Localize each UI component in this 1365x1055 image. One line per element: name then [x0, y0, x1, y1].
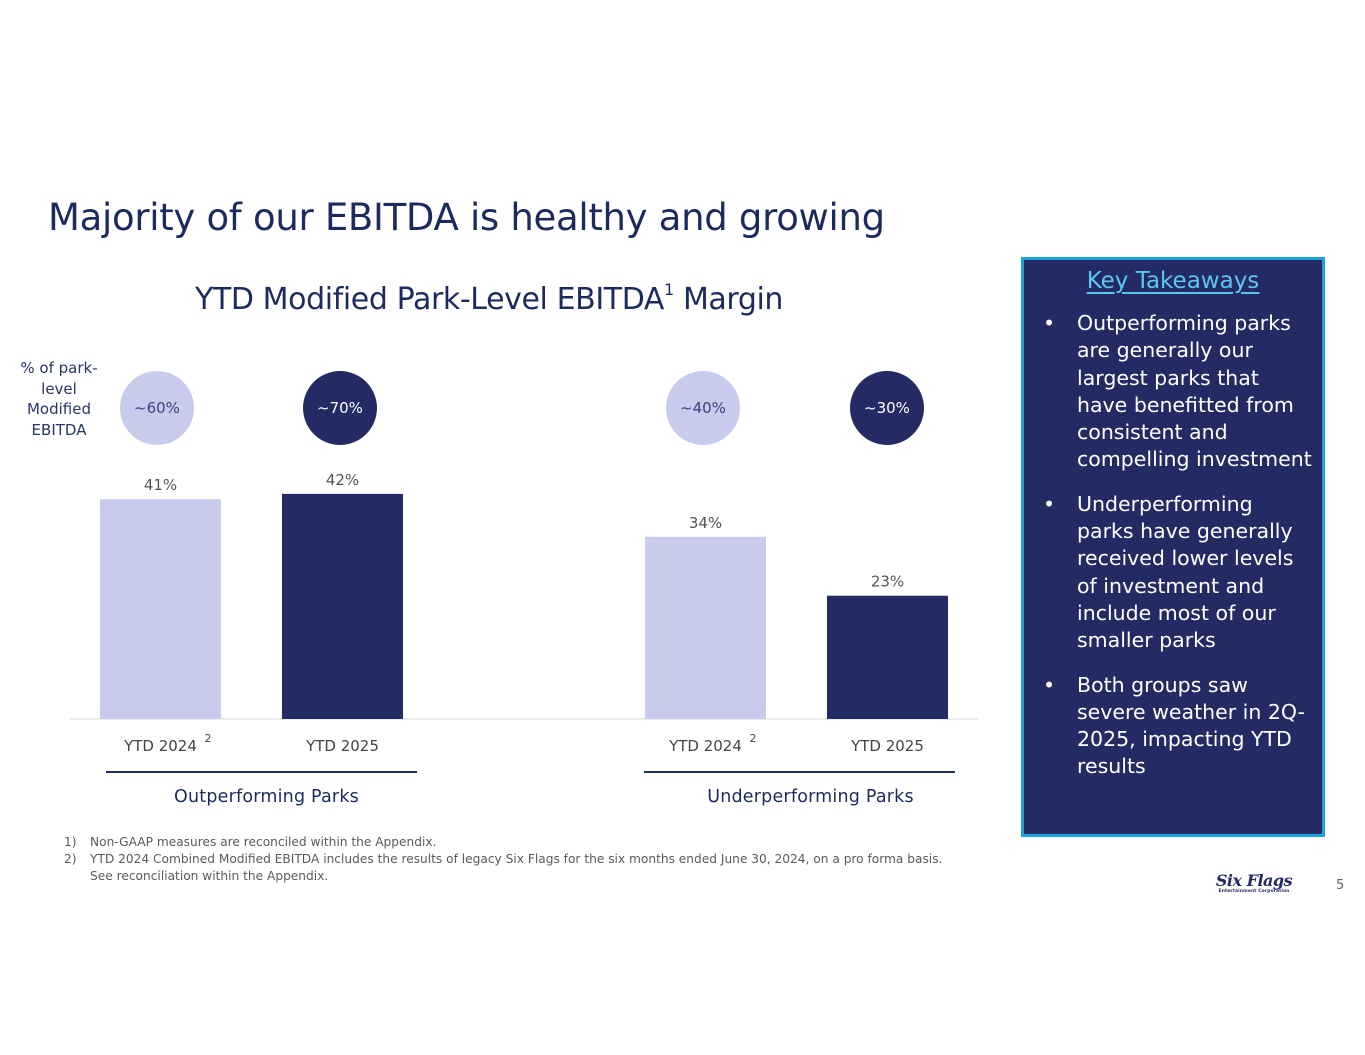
bar-underperforming-2025	[827, 595, 948, 719]
group-rule-outperforming	[106, 771, 417, 773]
share-circle-outperforming-2024: ~60%	[120, 371, 194, 445]
list-item: • Both groups saw severe weather in 2Q-20…	[1024, 672, 1322, 781]
logo-subtext: Entertainment Corporation	[1218, 889, 1290, 894]
group-label-underperforming: Underperforming Parks	[707, 787, 914, 807]
x-tick-footnote-ref-outperforming-2024: 2	[205, 732, 212, 745]
share-circle-underperforming-2024: ~40%	[666, 371, 740, 445]
footnote-text: YTD 2024 Combined Modified EBITDA includ…	[90, 852, 943, 883]
list-item: • Underperforming parks have generally re…	[1024, 491, 1322, 655]
x-tick-label-underperforming-2024: YTD 2024	[668, 737, 742, 755]
footnote: 2) YTD 2024 Combined Modified EBITDA inc…	[64, 851, 965, 885]
group-rule-underperforming	[644, 771, 955, 773]
six-flags-logo: Six Flags Entertainment Corporation	[1206, 872, 1302, 894]
key-takeaways-list: • Outperforming parks are generally our l…	[1024, 310, 1322, 781]
takeaway-text: Outperforming parks are generally our la…	[1077, 311, 1312, 472]
share-circle-underperforming-2025: ~30%	[850, 371, 924, 445]
footnotes: 1) Non-GAAP measures are reconciled with…	[64, 834, 965, 885]
list-item: • Outperforming parks are generally our l…	[1024, 310, 1322, 474]
footnote-number: 1)	[64, 835, 77, 849]
group-label-outperforming: Outperforming Parks	[174, 787, 359, 807]
value-label-underperforming-2024: 34%	[689, 514, 722, 532]
page-number: 5	[1336, 878, 1345, 893]
bullet-icon: •	[1043, 672, 1056, 697]
share-axis-label: % of park-level Modified EBITDA	[20, 359, 98, 439]
bar-outperforming-2024	[100, 499, 221, 719]
chart-title-footnote-ref: 1	[664, 280, 674, 299]
chart-title: YTD Modified Park-Level EBITDA1 Margin	[195, 280, 783, 317]
footnote-number: 2)	[64, 852, 77, 866]
bullet-icon: •	[1043, 491, 1056, 516]
margin-bar-chart: 41% YTD 2024 2 42% YTD 2025 34% YTD 2024 2 23% YT…	[70, 471, 978, 755]
value-label-underperforming-2025: 23%	[871, 573, 904, 591]
logo-wordmark: Six Flags	[1215, 871, 1293, 890]
footnote: 1) Non-GAAP measures are reconciled with…	[64, 834, 965, 851]
key-takeaways-title: Key Takeaways	[1086, 268, 1260, 294]
chart-title-text: YTD Modified Park-Level EBITDA	[195, 282, 665, 317]
x-tick-footnote-ref-underperforming-2024: 2	[750, 732, 757, 745]
slide-title: Majority of our EBITDA is healthy and gr…	[48, 196, 885, 239]
x-tick-label-underperforming-2025: YTD 2025	[850, 737, 924, 755]
footnote-text: Non-GAAP measures are reconciled within …	[90, 835, 437, 849]
takeaway-text: Both groups saw severe weather in 2Q-202…	[1077, 672, 1306, 779]
x-tick-label-outperforming-2024: YTD 2024	[123, 737, 197, 755]
value-label-outperforming-2024: 41%	[144, 476, 177, 494]
value-label-outperforming-2025: 42%	[326, 471, 359, 489]
bullet-icon: •	[1043, 311, 1056, 335]
share-circle-outperforming-2025: ~70%	[303, 371, 377, 445]
chart-title-suffix: Margin	[682, 282, 784, 317]
bar-outperforming-2025	[282, 493, 403, 719]
bar-underperforming-2024	[645, 536, 766, 719]
key-takeaways-panel: Key Takeaways • Outperforming parks are g…	[1021, 257, 1325, 837]
takeaway-text: Underperforming parks have generally rec…	[1077, 491, 1294, 653]
x-tick-label-outperforming-2025: YTD 2025	[305, 737, 379, 755]
